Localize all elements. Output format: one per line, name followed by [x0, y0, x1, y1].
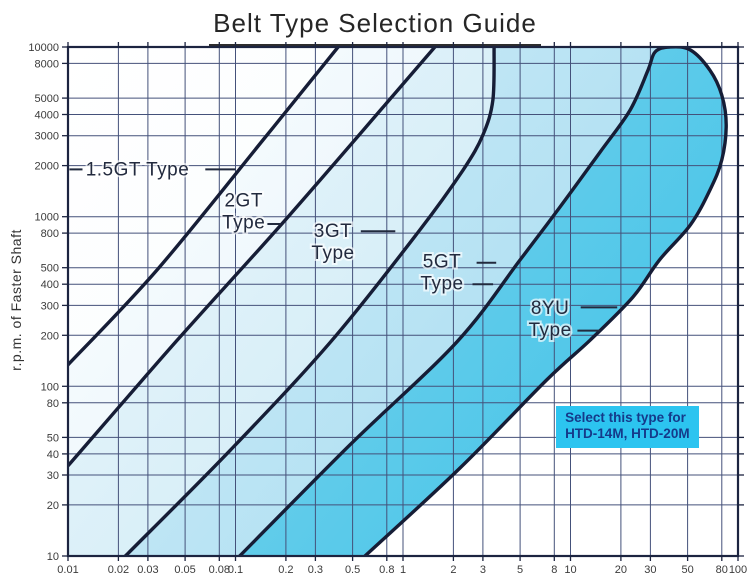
x-tick-label: 80 — [716, 564, 728, 573]
x-tick-label: 1 — [400, 564, 406, 573]
boundary-curves — [67, 46, 728, 557]
y-tick-label: 10 — [47, 551, 59, 563]
y-tick-label: 2000 — [35, 161, 59, 173]
x-tick-label: 100 — [729, 564, 747, 573]
y-tick-label: 50 — [47, 432, 59, 444]
label-leader-lines — [69, 168, 618, 332]
region-fill-5GT — [125, 47, 670, 556]
x-tick-label: 0.08 — [209, 564, 230, 573]
region-fill-8YU — [239, 47, 727, 556]
tick-labels: 0.01 0.02 0.03 0.05 0.080.1 0.2 0.3 0.5 0.8 1 2 3 5 8… — [28, 42, 747, 573]
region-label-5GT: Type — [420, 273, 463, 294]
y-tick-label: 400 — [41, 279, 59, 291]
y-tick-label: 80 — [47, 398, 59, 410]
chart-title: Belt Type Selection Guide — [209, 8, 541, 46]
x-tick-label: 50 — [681, 564, 693, 573]
y-tick-label: 5000 — [35, 93, 59, 105]
x-tick-label: 20 — [615, 564, 627, 573]
x-tick-label: 0.3 — [308, 564, 323, 573]
y-tick-label: 4000 — [35, 110, 59, 122]
x-tick-label: 8 — [551, 564, 557, 573]
y-tick-label: 800 — [41, 228, 59, 240]
x-tick-label: 10 — [564, 564, 576, 573]
region-label-2GT: Type — [222, 213, 265, 234]
x-tick-label: 0.1 — [228, 564, 243, 573]
y-tick-label: 8000 — [35, 58, 59, 70]
y-tick-label: 40 — [47, 449, 59, 461]
x-tick-label: 0.02 — [108, 564, 129, 573]
plot-frame — [66, 45, 740, 558]
y-tick-label: 1000 — [35, 212, 59, 224]
chart-title-wrap: Belt Type Selection Guide — [0, 8, 750, 46]
callout-box: Select this type for HTD-14M, HTD-20M — [556, 405, 699, 449]
region-label-3GT: Type — [311, 243, 354, 264]
y-tick-label: 300 — [41, 300, 59, 312]
y-tick-label: 10000 — [28, 42, 59, 54]
y-tick-label: 100 — [41, 381, 59, 393]
region-label-1.5GT: 1.5GT Type — [86, 159, 190, 180]
x-tick-label: 0.03 — [137, 564, 158, 573]
region-label-8YU: 8YU — [531, 298, 569, 319]
x-tick-label: 0.5 — [345, 564, 360, 573]
boundary-1-5gt-2gt — [67, 46, 340, 367]
x-tick-label: 30 — [644, 564, 656, 573]
x-tick-label: 0.05 — [174, 564, 195, 573]
region-fill-1.5GT — [68, 47, 339, 365]
x-tick-label: 2 — [450, 564, 456, 573]
x-tick-label: 3 — [480, 564, 486, 573]
x-tick-label: 5 — [517, 564, 523, 573]
y-tick-label: 500 — [41, 263, 59, 275]
y-tick-label: 30 — [47, 470, 59, 482]
y-tick-label: 20 — [47, 500, 59, 512]
y-tick-label: 200 — [41, 330, 59, 342]
x-tick-label: 0.8 — [379, 564, 394, 573]
boundary-2gt-3gt — [67, 46, 437, 468]
boundary-8yu — [238, 46, 728, 557]
x-tick-label: 0.01 — [57, 564, 78, 573]
x-tick-label: 0.2 — [278, 564, 293, 573]
region-label-3GT: 3GT — [314, 221, 352, 242]
region-label-8YU: Type — [528, 320, 571, 341]
callout-line-1: Select this type for — [565, 409, 686, 425]
region-label-2GT: 2GT — [224, 191, 262, 212]
region-fill-3GT — [68, 47, 495, 556]
y-tick-label: 3000 — [35, 131, 59, 143]
boundary-3gt-5gt — [123, 46, 496, 557]
region-label-5GT: 5GT — [423, 251, 461, 272]
callout-line-2: HTD-14M, HTD-20M — [565, 426, 690, 442]
